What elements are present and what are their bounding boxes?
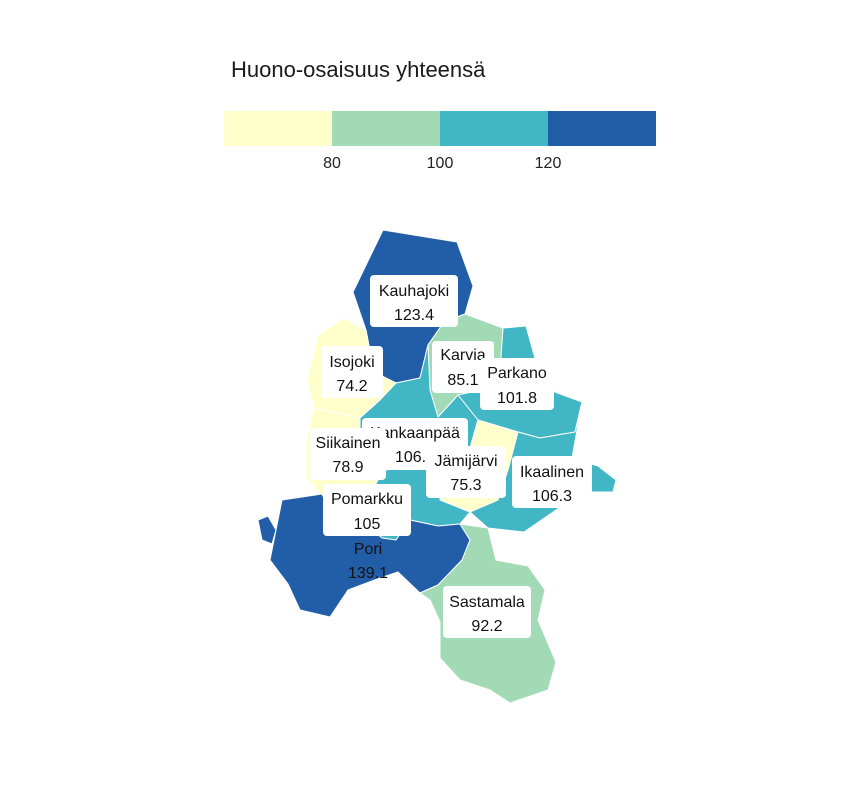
label-pomarkku: Pomarkku 105 — [323, 484, 411, 536]
label-kauhajoki: Kauhajoki 123.4 — [370, 275, 458, 327]
label-jamijarvi: Jämijärvi 75.3 — [426, 446, 506, 498]
label-siikainen-name: Siikainen — [316, 435, 381, 452]
color-legend — [224, 111, 656, 146]
label-pori-name: Pori — [354, 541, 382, 558]
label-pori-value: 139.1 — [348, 565, 388, 582]
label-parkano-name: Parkano — [487, 365, 547, 382]
label-kankaanpaa-value: 106.5 — [395, 449, 435, 466]
legend-swatch-4 — [548, 111, 656, 146]
label-parkano-value: 101.8 — [497, 390, 537, 407]
label-ikaalinen-name: Ikaalinen — [520, 464, 584, 481]
region-pori-island — [257, 515, 277, 545]
label-sastamala-name: Sastamala — [449, 594, 525, 611]
legend-swatch-3 — [440, 111, 548, 146]
label-parkano: Parkano 101.8 — [480, 358, 554, 410]
label-pomarkku-name: Pomarkku — [331, 491, 403, 508]
label-pori: Pori 139.1 — [348, 541, 388, 582]
label-isojoki: Isojoki 74.2 — [321, 346, 383, 398]
label-sastamala-value: 92.2 — [471, 618, 502, 635]
legend-swatch-1 — [224, 111, 332, 146]
legend-swatch-2 — [332, 111, 440, 146]
label-karvia: Karvia 85.1 — [432, 341, 494, 393]
label-sastamala: Sastamala 92.2 — [443, 586, 531, 638]
label-pomarkku-value: 105 — [354, 516, 381, 533]
legend-tick-80: 80 — [323, 155, 341, 172]
map-title: Huono-osaisuus yhteensä — [231, 57, 486, 82]
label-ikaalinen: Ikaalinen 106.3 — [512, 456, 592, 508]
legend-tick-100: 100 — [426, 155, 454, 172]
label-karvia-value: 85.1 — [447, 372, 478, 389]
label-isojoki-value: 74.2 — [336, 378, 367, 395]
region-labels: Kauhajoki 123.4 Isojoki 74.2 Karvia 85.1… — [310, 275, 592, 638]
label-siikainen: Siikainen 78.9 — [310, 428, 386, 480]
label-isojoki-name: Isojoki — [329, 354, 374, 371]
label-karvia-name: Karvia — [440, 347, 485, 364]
label-siikainen-value: 78.9 — [332, 459, 363, 476]
legend-tick-120: 120 — [534, 155, 562, 172]
label-kauhajoki-value: 123.4 — [394, 307, 434, 324]
label-jamijarvi-value: 75.3 — [450, 477, 481, 494]
label-jamijarvi-name: Jämijärvi — [434, 453, 497, 470]
label-kauhajoki-name: Kauhajoki — [379, 283, 449, 300]
label-ikaalinen-value: 106.3 — [532, 488, 572, 505]
label-kankaanpaa-name: Kankaanpää — [370, 425, 460, 442]
